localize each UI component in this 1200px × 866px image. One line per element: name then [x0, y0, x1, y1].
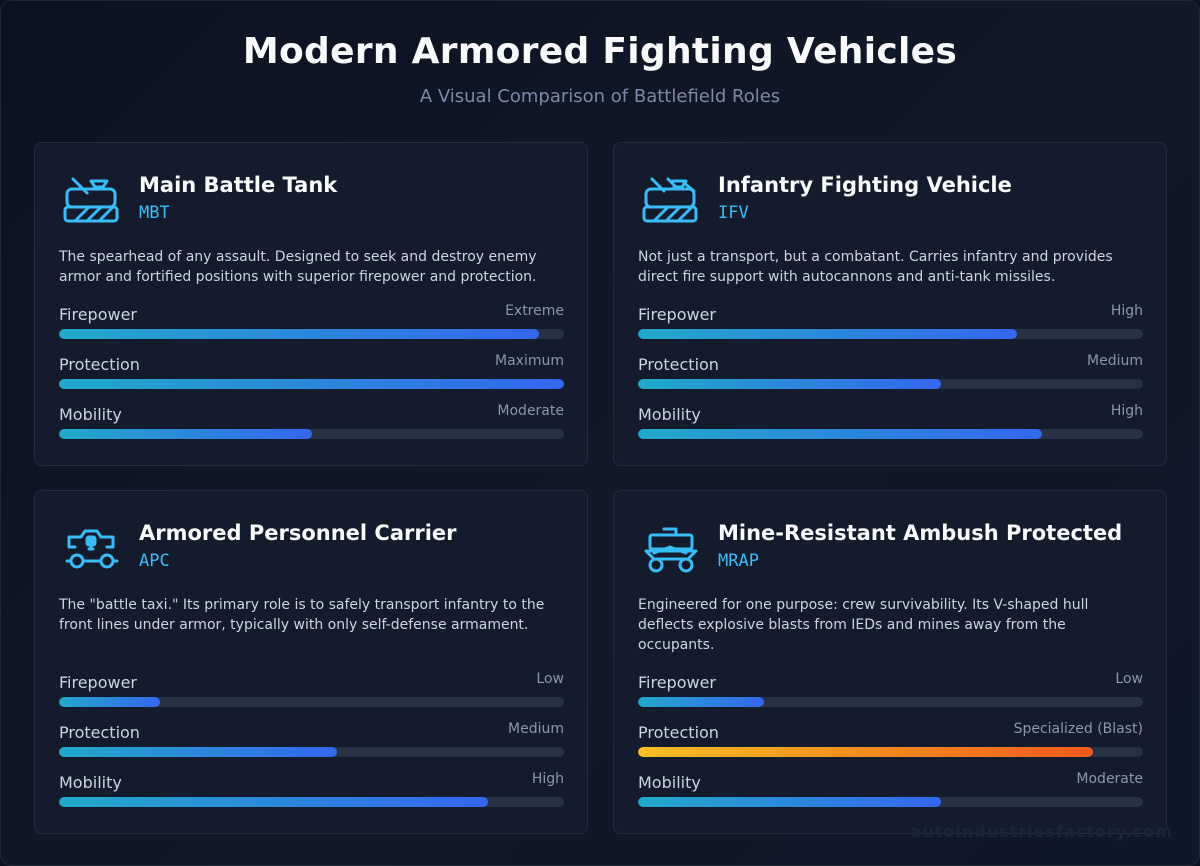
stat-bar-fill [638, 379, 941, 389]
stat-protection: Protection Maximum [59, 353, 564, 395]
vehicle-name: Armored Personnel Carrier [139, 521, 457, 545]
vehicle-description: Not just a transport, but a combatant. C… [638, 249, 1113, 285]
stat-value: Specialized (Blast) [1013, 721, 1143, 737]
vehicle-code: MRAP [718, 551, 759, 571]
stat-value: Low [1115, 671, 1143, 687]
stat-label: Firepower [59, 673, 138, 692]
stat-value: High [1110, 403, 1143, 419]
stat-label: Mobility [638, 773, 701, 792]
stat-bar-fill [638, 747, 1093, 757]
stat-label: Protection [638, 723, 719, 742]
stat-value: Medium [508, 721, 564, 737]
vehicle-code: APC [139, 551, 170, 571]
stat-value: Maximum [495, 353, 564, 369]
stat-bar-track [59, 429, 564, 439]
stat-bar-track [638, 379, 1143, 389]
stat-bar-track [59, 747, 564, 757]
stat-bar-track [59, 697, 564, 707]
vehicle-code: MBT [139, 203, 170, 223]
stat-bar-fill [638, 429, 1042, 439]
stat-firepower: Firepower Low [638, 671, 1143, 713]
stat-firepower: Firepower High [638, 303, 1143, 345]
stat-label: Firepower [59, 305, 138, 324]
vehicle-description: The spearhead of any assault. Designed t… [59, 249, 537, 285]
vehicle-code: IFV [718, 203, 749, 223]
stat-label: Mobility [638, 405, 701, 424]
stat-bar-track [638, 797, 1143, 807]
stat-value: Low [536, 671, 564, 687]
stat-bar-fill [59, 697, 160, 707]
stat-label: Mobility [59, 405, 122, 424]
stat-firepower: Firepower Extreme [59, 303, 564, 345]
stat-protection: Protection Specialized (Blast) [638, 721, 1143, 763]
stat-bar-track [59, 379, 564, 389]
stat-firepower: Firepower Low [59, 671, 564, 713]
stat-bar-fill [638, 697, 765, 707]
vehicle-name: Infantry Fighting Vehicle [718, 173, 1012, 197]
stat-value: Moderate [497, 403, 564, 419]
page-title: Modern Armored Fighting Vehicles [242, 31, 958, 72]
vehicle-card-ifv: Infantry Fighting Vehicle IFV Not just a… [613, 142, 1167, 466]
stat-value: High [1110, 303, 1143, 319]
stat-bar-fill [59, 747, 337, 757]
stat-bar-track [59, 329, 564, 339]
stat-label: Protection [59, 355, 140, 374]
vehicle-card-mrap: Mine-Resistant Ambush Protected MRAP Eng… [613, 490, 1167, 834]
stat-bar-fill [59, 329, 539, 339]
vehicle-description: Engineered for one purpose: crew surviva… [638, 597, 1089, 653]
stat-bar-fill [59, 797, 489, 807]
apc-icon [61, 523, 121, 575]
vehicle-card-apc: Armored Personnel Carrier APC The "battl… [34, 490, 588, 834]
vehicle-name: Mine-Resistant Ambush Protected [718, 521, 1123, 545]
stat-mobility: Mobility Moderate [638, 771, 1143, 813]
stat-bar-track [638, 429, 1143, 439]
stat-label: Protection [638, 355, 719, 374]
stat-bar-track [59, 797, 564, 807]
stat-bar-fill [638, 329, 1017, 339]
stat-bar-track [638, 747, 1143, 757]
stat-bar-track [638, 697, 1143, 707]
stat-protection: Protection Medium [59, 721, 564, 763]
stat-bar-fill [59, 379, 564, 389]
tank-icon [61, 175, 121, 227]
stat-value: Extreme [505, 303, 564, 319]
vehicle-name: Main Battle Tank [139, 173, 338, 197]
stat-bar-fill [59, 429, 312, 439]
vehicle-description: The "battle taxi." Its primary role is t… [59, 597, 545, 633]
stat-bar-track [638, 329, 1143, 339]
stat-label: Firepower [638, 673, 717, 692]
ifv-icon [640, 175, 700, 227]
stat-value: High [531, 771, 564, 787]
page-subtitle: A Visual Comparison of Battlefield Roles [419, 86, 781, 107]
stat-protection: Protection Medium [638, 353, 1143, 395]
stat-label: Mobility [59, 773, 122, 792]
stat-value: Medium [1087, 353, 1143, 369]
vehicle-card-mbt: Main Battle Tank MBT The spearhead of an… [34, 142, 588, 466]
stat-value: Moderate [1076, 771, 1143, 787]
stat-bar-fill [638, 797, 941, 807]
stat-mobility: Mobility High [59, 771, 564, 813]
watermark: autoindustriesfactory.com [910, 822, 1173, 841]
stat-mobility: Mobility Moderate [59, 403, 564, 445]
mrap-icon [640, 523, 700, 575]
stat-label: Protection [59, 723, 140, 742]
stat-mobility: Mobility High [638, 403, 1143, 445]
header: Modern Armored Fighting Vehicles A Visua… [1, 31, 1199, 107]
stat-label: Firepower [638, 305, 717, 324]
